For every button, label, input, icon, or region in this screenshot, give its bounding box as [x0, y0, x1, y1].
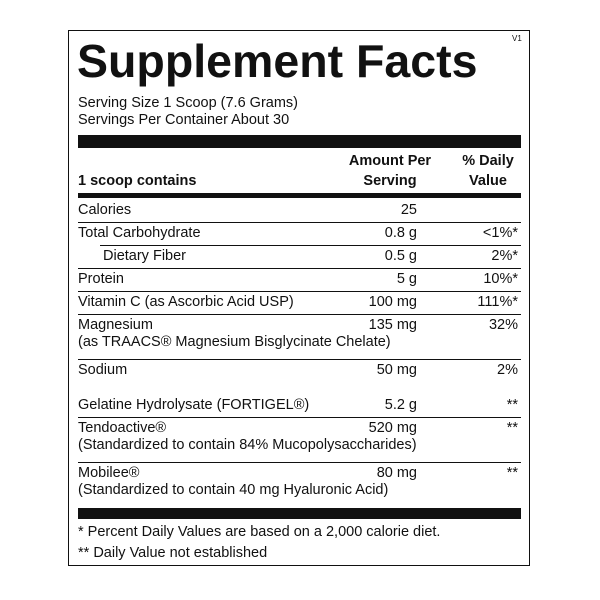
nutrient-detail: (Standardized to contain 40 mg Hyaluroni… — [78, 482, 389, 498]
amount: 5 g — [396, 271, 417, 287]
daily-value: ** — [506, 465, 518, 481]
row-divider — [78, 222, 521, 223]
thick-bar — [78, 508, 521, 519]
nutrient-name: Mobilee® — [78, 465, 140, 481]
row-divider — [78, 314, 521, 315]
footnote: * Percent Daily Values are based on a 2,… — [78, 524, 441, 540]
amount: 50 mg — [376, 362, 417, 378]
amount: 0.8 g — [384, 225, 417, 241]
title: Supplement Facts — [77, 35, 478, 87]
column-dv: % Daily Value — [462, 153, 514, 189]
nutrient-detail: (as TRAACS® Magnesium Bisglycinate Chela… — [78, 334, 391, 350]
facts-panel: Supplement Facts V1 Serving Size 1 Scoop… — [68, 30, 530, 566]
nutrient-name: Dietary Fiber — [103, 248, 186, 264]
daily-value: 111%* — [477, 294, 518, 310]
row-divider — [78, 359, 521, 360]
thick-bar — [78, 135, 521, 148]
column-contains: 1 scoop contains — [78, 173, 197, 189]
footnote: ** Daily Value not established — [78, 545, 268, 561]
nutrient-name: Tendoactive® — [78, 420, 167, 436]
amount: 25 — [400, 202, 417, 218]
column-amount: Amount Per Serving — [348, 153, 432, 189]
amount: 5.2 g — [384, 397, 417, 413]
nutrient-name: Protein — [78, 271, 124, 287]
nutrient-detail: (Standardized to contain 84% Mucopolysac… — [78, 437, 417, 453]
daily-value: 32% — [488, 317, 518, 333]
version: V1 — [512, 34, 522, 43]
nutrient-name: Vitamin C (as Ascorbic Acid USP) — [78, 294, 294, 310]
daily-value: 2% — [497, 362, 518, 378]
amount: 100 mg — [368, 294, 417, 310]
amount: 0.5 g — [384, 248, 417, 264]
servings-per-container: Servings Per Container About 30 — [78, 112, 290, 128]
row-divider — [78, 268, 521, 269]
daily-value: 10%* — [483, 271, 518, 287]
amount: 135 mg — [368, 317, 417, 333]
row-divider — [78, 417, 521, 418]
amount: 80 mg — [376, 465, 417, 481]
nutrient-name: Gelatine Hydrolysate (FORTIGEL®) — [78, 397, 310, 413]
serving-size: Serving Size 1 Scoop (7.6 Grams) — [78, 95, 299, 111]
daily-value: <1%* — [482, 225, 518, 241]
row-divider — [78, 462, 521, 463]
daily-value: 2%* — [491, 248, 518, 264]
amount: 520 mg — [368, 420, 417, 436]
nutrient-name: Calories — [78, 202, 132, 218]
thick-bar — [78, 193, 521, 198]
daily-value: ** — [506, 420, 518, 436]
nutrient-name: Total Carbohydrate — [78, 225, 201, 241]
nutrient-name: Sodium — [78, 362, 128, 378]
row-divider — [78, 291, 521, 292]
daily-value: ** — [506, 397, 518, 413]
nutrient-name: Magnesium — [78, 317, 153, 333]
row-divider — [100, 245, 521, 246]
